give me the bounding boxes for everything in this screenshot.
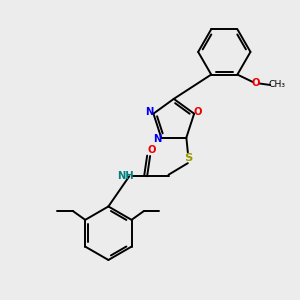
Text: O: O [194, 107, 202, 118]
Text: N: N [146, 107, 154, 117]
Text: S: S [184, 153, 192, 163]
Text: N: N [153, 134, 161, 144]
Text: O: O [252, 79, 260, 88]
Text: CH₃: CH₃ [269, 80, 286, 89]
Text: NH: NH [117, 171, 134, 181]
Text: O: O [147, 145, 155, 155]
